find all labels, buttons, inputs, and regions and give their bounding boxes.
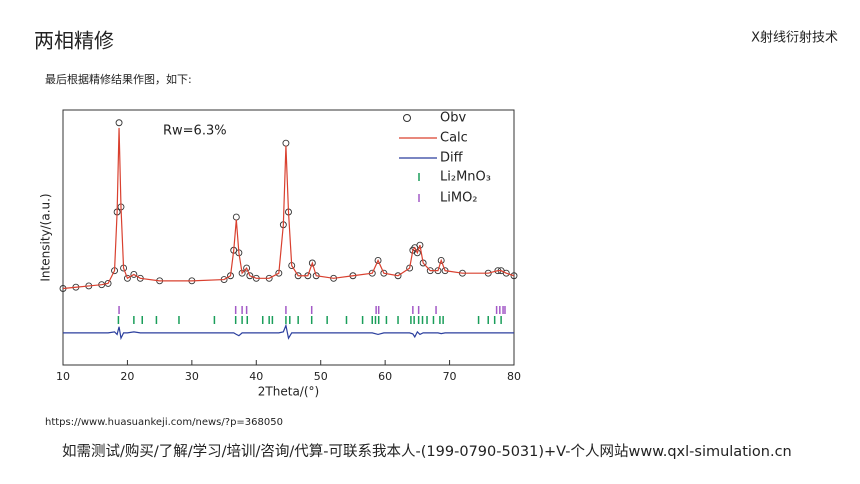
data-line bbox=[63, 323, 514, 341]
x-tick-label: 80 bbox=[507, 370, 521, 383]
legend-label: Obv bbox=[440, 111, 466, 126]
annotation: Rw=6.3% bbox=[163, 124, 227, 139]
data-point bbox=[308, 259, 316, 267]
data-point bbox=[115, 119, 123, 127]
intro: 最后根据精修结果作图，如下: bbox=[45, 72, 192, 86]
legend-label: Diff bbox=[440, 151, 464, 166]
data-point bbox=[123, 274, 131, 282]
data-point bbox=[413, 249, 421, 257]
x-tick-label: 50 bbox=[314, 370, 328, 383]
data-point bbox=[130, 271, 138, 278]
x-tick-label: 10 bbox=[56, 370, 70, 383]
x-tick-label: 20 bbox=[120, 370, 134, 383]
data-point bbox=[243, 264, 251, 272]
x-tick-label: 70 bbox=[443, 370, 457, 383]
legend-marker bbox=[403, 114, 411, 122]
x-tick-label: 30 bbox=[185, 370, 199, 383]
x-axis-label: 2Theta/(°) bbox=[258, 385, 319, 399]
data-point bbox=[282, 139, 290, 147]
y-axis-label: Intensity/(a.u.) bbox=[39, 193, 53, 281]
x-tick-label: 60 bbox=[378, 370, 392, 383]
footer: 如需测试/购买/了解/学习/培训/咨询/代算-可联系我本人-(199-0790-… bbox=[62, 443, 792, 460]
topic: X射线衍射技术 bbox=[751, 30, 838, 46]
legend-label: Calc bbox=[440, 131, 468, 146]
data-point bbox=[502, 269, 510, 277]
x-tick-label: 40 bbox=[249, 370, 263, 383]
data-point bbox=[232, 213, 240, 221]
source: https://www.huasuankeji.com/news/?p=3680… bbox=[45, 417, 283, 428]
legend-label: Li₂MnO₃ bbox=[440, 170, 491, 185]
data-line bbox=[62, 127, 515, 290]
plot-frame bbox=[62, 109, 515, 366]
slide-title: 两相精修 bbox=[34, 29, 114, 53]
data-point bbox=[246, 272, 254, 280]
data-point bbox=[374, 257, 382, 264]
legend-label: LiMO₂ bbox=[440, 191, 478, 206]
data-point bbox=[437, 257, 445, 264]
data-point bbox=[510, 272, 518, 280]
